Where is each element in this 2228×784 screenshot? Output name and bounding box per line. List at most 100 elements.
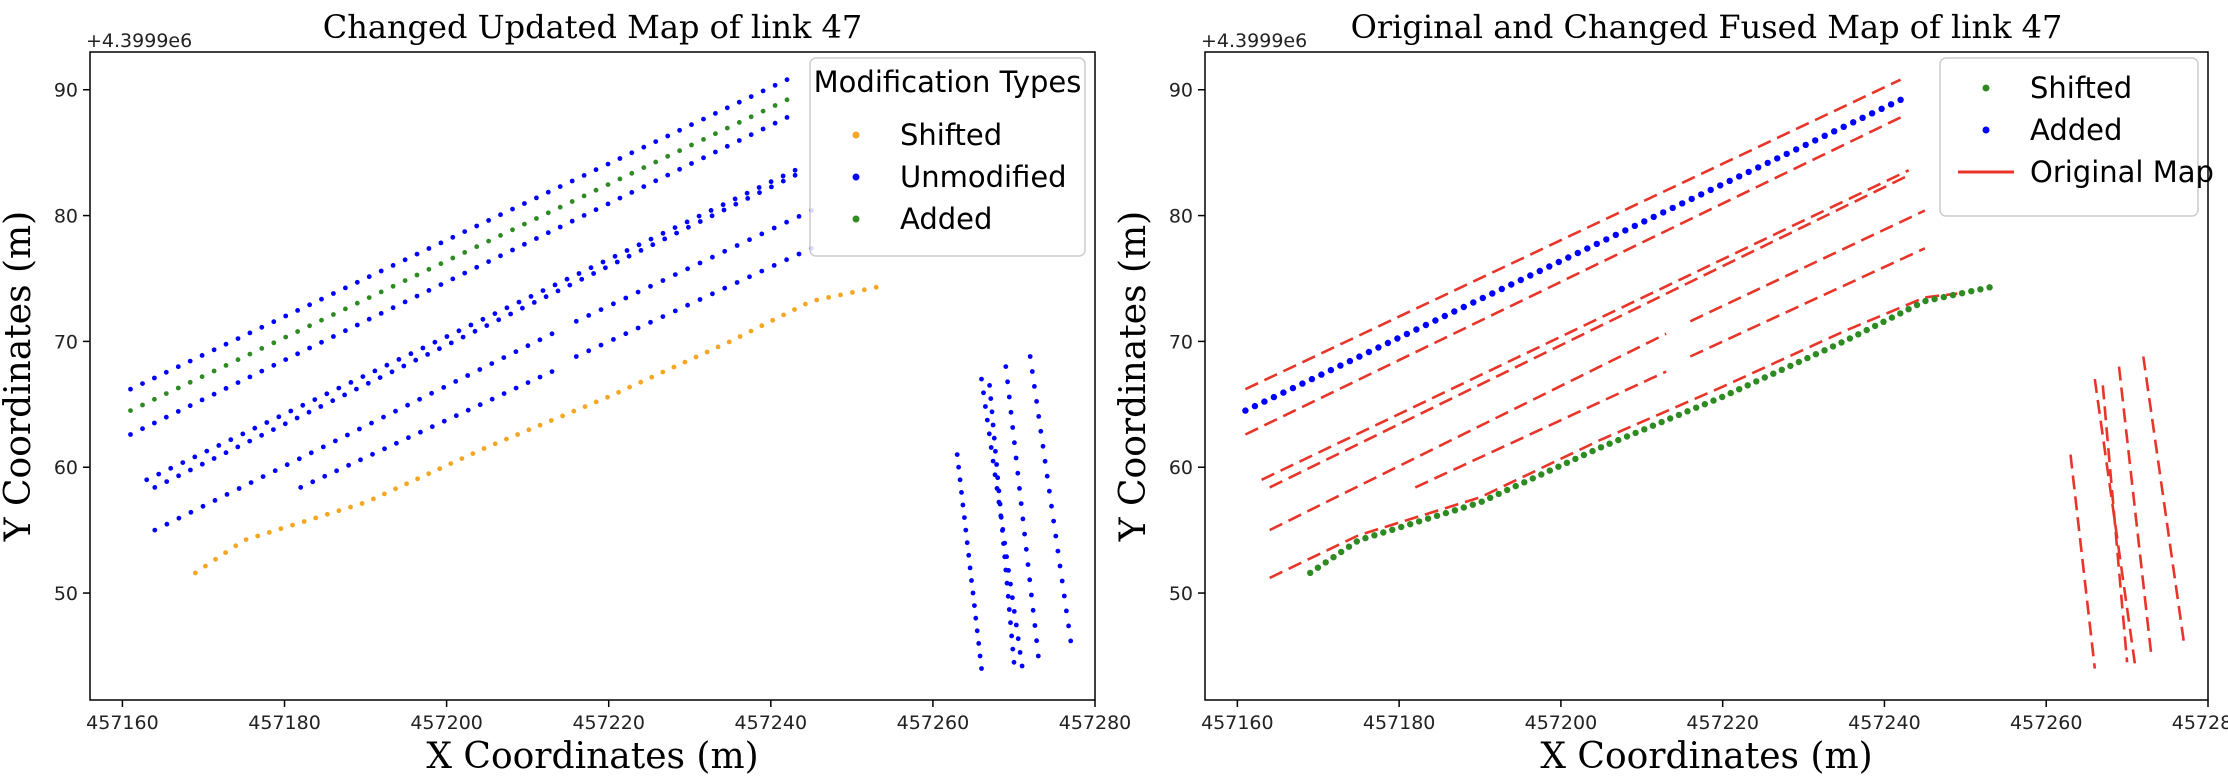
chart-1-legend-entry-added: Added xyxy=(900,202,992,236)
chart-2-point xyxy=(1641,218,1648,225)
chart-1-point xyxy=(686,224,691,230)
chart-2-point xyxy=(1338,548,1345,556)
chart-1-point xyxy=(959,490,964,495)
chart-2-point xyxy=(1701,401,1709,408)
chart-1-point xyxy=(278,526,284,532)
chart-1-point xyxy=(459,456,465,461)
chart-1-point xyxy=(164,479,170,484)
chart-1-point xyxy=(1017,486,1022,491)
chart-1-point xyxy=(271,340,277,346)
chart-2-point xyxy=(1868,110,1876,117)
chart-1-point xyxy=(623,295,629,301)
chart-1-point xyxy=(772,103,778,108)
chart-1-point xyxy=(233,543,239,549)
chart-1-point xyxy=(486,259,491,264)
chart-1-point xyxy=(611,337,616,342)
chart-1-point xyxy=(330,398,336,404)
chart-2-point xyxy=(1631,222,1639,230)
chart-1-point xyxy=(665,133,671,139)
chart-2-point xyxy=(1641,426,1648,433)
chart-2-y-tick-label: 90 xyxy=(1169,80,1193,102)
chart-1-point xyxy=(276,414,282,420)
chart-1-point xyxy=(393,408,398,414)
chart-2-point xyxy=(1888,314,1896,321)
chart-1-point xyxy=(272,468,278,474)
chart-1-point xyxy=(1020,516,1026,522)
chart-1-point xyxy=(453,379,459,384)
chart-1-point xyxy=(405,402,410,408)
chart-1-point xyxy=(1040,443,1046,449)
chart-1-point xyxy=(784,97,790,103)
chart-1-point xyxy=(689,161,694,166)
chart-1-point xyxy=(525,380,531,385)
chart-1-point xyxy=(450,255,456,261)
chart-2-original-map-line xyxy=(1269,174,1910,489)
chart-1-point xyxy=(1049,503,1054,509)
chart-2-plot-area xyxy=(1242,78,2185,669)
chart-1-point xyxy=(1055,548,1061,554)
chart-1-point xyxy=(472,328,478,334)
chart-1-point xyxy=(567,282,573,288)
chart-1-point xyxy=(324,391,330,397)
chart-1-point xyxy=(320,444,326,450)
chart-2-point xyxy=(1521,479,1528,486)
chart-1-point xyxy=(850,290,855,295)
chart-1-point xyxy=(671,364,677,370)
chart-2-point xyxy=(1931,295,1938,303)
chart-1-point xyxy=(708,208,714,213)
chart-1-point xyxy=(354,279,360,285)
chart-2-point xyxy=(1986,284,1993,291)
chart-2-point xyxy=(1736,386,1743,393)
chart-1-point xyxy=(140,402,145,408)
chart-1-point xyxy=(432,339,438,345)
chart-1-point xyxy=(345,432,350,438)
chart-1-legend-dot-marker xyxy=(852,131,860,139)
chart-1-point xyxy=(954,452,960,457)
chart-2-point xyxy=(1489,290,1496,297)
chart-1-point xyxy=(444,334,450,339)
chart-2-point xyxy=(1362,534,1369,542)
chart-1-point xyxy=(359,501,365,506)
chart-1-point xyxy=(748,132,754,138)
chart-1-point xyxy=(973,615,979,621)
chart-2-point xyxy=(1314,564,1322,571)
chart-1-point xyxy=(372,368,378,374)
chart-1-point xyxy=(796,251,802,257)
chart-1-y-tick-label: 50 xyxy=(54,583,78,605)
chart-1-point xyxy=(641,165,647,171)
chart-1-point xyxy=(1000,528,1005,533)
chart-1-point xyxy=(555,288,561,294)
chart-1-point xyxy=(759,231,765,237)
chart-2-point xyxy=(1675,411,1683,419)
chart-1-point xyxy=(365,380,371,386)
chart-2-point xyxy=(1880,318,1887,325)
chart-1-point xyxy=(420,345,426,351)
chart-1-point xyxy=(627,384,632,390)
chart-1-point xyxy=(520,305,525,311)
chart-2-y-offset-label: +4.3999e6 xyxy=(1201,30,1307,52)
chart-1-point xyxy=(576,271,582,276)
chart-1-point xyxy=(603,265,608,271)
chart-1-point xyxy=(641,184,647,190)
chart-1-point xyxy=(271,319,277,325)
chart-1-point xyxy=(784,257,789,263)
chart-1-point xyxy=(156,471,162,477)
chart-2-y-tick-label: 50 xyxy=(1169,583,1193,605)
chart-1-point xyxy=(1029,369,1035,374)
chart-1-point xyxy=(203,563,208,569)
chart-2-point xyxy=(1770,370,1777,377)
chart-1-point xyxy=(187,358,193,364)
chart-1-point xyxy=(1030,607,1036,613)
chart-1-point xyxy=(701,155,706,161)
chart-2-point xyxy=(1606,440,1613,447)
chart-1-point xyxy=(557,224,563,230)
chart-2-point xyxy=(1470,299,1477,306)
chart-2-point xyxy=(1251,402,1259,410)
chart-1-point xyxy=(983,404,988,409)
chart-1-point xyxy=(486,238,491,244)
chart-2-point xyxy=(1615,436,1622,444)
chart-1-point xyxy=(617,156,623,161)
chart-1-point xyxy=(346,462,351,468)
chart-1-point xyxy=(990,458,996,464)
